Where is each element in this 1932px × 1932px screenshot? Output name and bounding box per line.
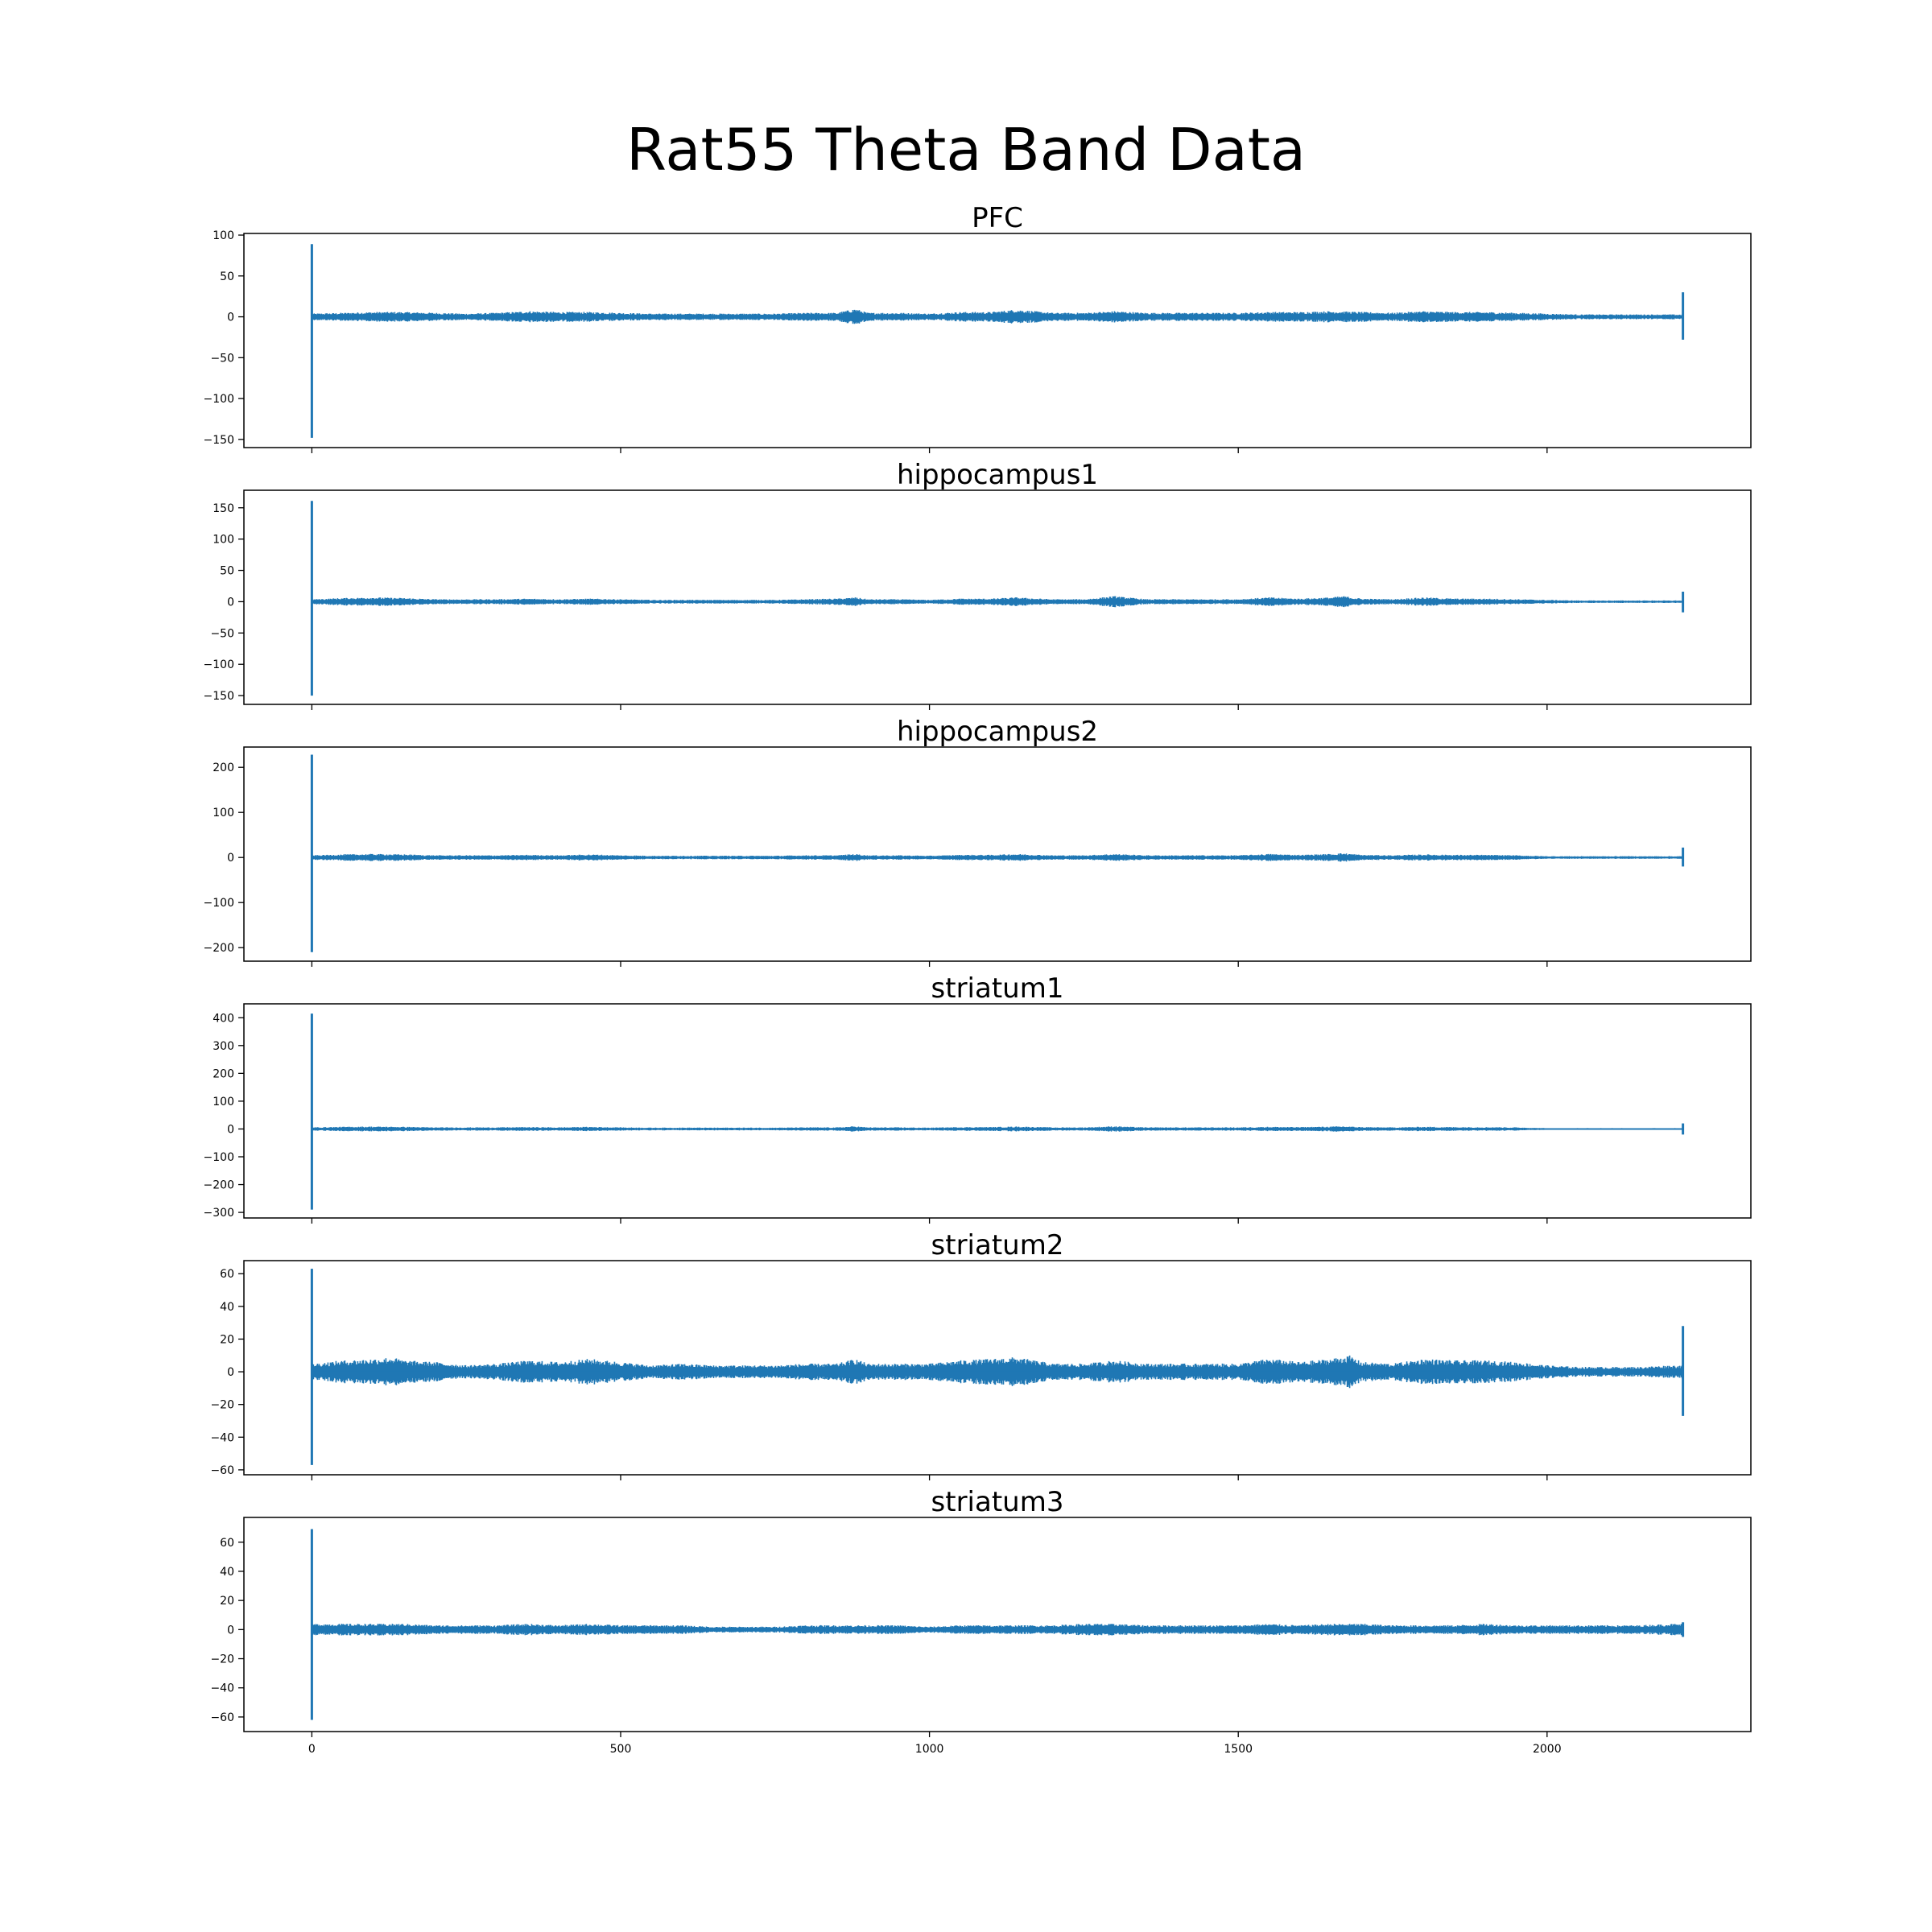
subplot-title: striatum2 bbox=[931, 1229, 1064, 1261]
subplot-striatum2: striatum2 60 40 20 0 −20 −40 −60 bbox=[210, 1229, 1752, 1480]
y-tick-label: −100 bbox=[204, 1151, 234, 1164]
y-tick-label: −40 bbox=[210, 1431, 234, 1444]
subplot-title: PFC bbox=[972, 202, 1023, 234]
y-tick-label: −50 bbox=[210, 627, 234, 640]
y-tick-label: 20 bbox=[220, 1595, 234, 1608]
subplot-striatum1: striatum1 400 300 200 100 0 −100 −200 −300 bbox=[204, 972, 1752, 1224]
figure-title: Rat55 Theta Band Data bbox=[625, 116, 1307, 184]
axes-frame bbox=[243, 1260, 1752, 1476]
y-tick-label: 200 bbox=[213, 1067, 234, 1080]
axes-frame bbox=[243, 1003, 1752, 1219]
x-tick-label: 500 bbox=[610, 1743, 632, 1756]
subplot-title: hippocampus1 bbox=[897, 459, 1098, 491]
y-tick-label: 0 bbox=[227, 852, 234, 865]
y-tick-label: 100 bbox=[213, 229, 234, 242]
y-tick-label: 40 bbox=[220, 1566, 234, 1579]
y-tick-label: −100 bbox=[204, 393, 234, 406]
subplot-PFC: PFC 100 50 0 −50 −100 −150 bbox=[204, 202, 1752, 453]
y-tick-label: 100 bbox=[213, 1096, 234, 1108]
y-tick-label: 50 bbox=[220, 270, 234, 283]
y-tick-label: 100 bbox=[213, 807, 234, 819]
y-tick-label: 150 bbox=[213, 502, 234, 515]
y-tick-label: 100 bbox=[213, 534, 234, 547]
y-tick-label: 0 bbox=[227, 1123, 234, 1136]
y-tick-label: 20 bbox=[220, 1333, 234, 1346]
y-tick-label: −100 bbox=[204, 897, 234, 910]
x-tick-label: 1500 bbox=[1224, 1743, 1253, 1756]
subplot-hippocampus1: hippocampus1 150 100 50 0 −50 −100 −150 bbox=[204, 459, 1752, 710]
y-tick-label: 200 bbox=[213, 762, 234, 774]
subplot-title: striatum1 bbox=[931, 972, 1064, 1005]
y-tick-label: 0 bbox=[227, 1366, 234, 1379]
subplot-striatum3: striatum3 60 40 20 0 −20 −40 −60 0 500 1000 1500 200… bbox=[210, 1486, 1752, 1756]
axes-frame bbox=[243, 489, 1752, 705]
x-tick-label: 0 bbox=[308, 1743, 316, 1756]
y-tick-label: −60 bbox=[210, 1711, 234, 1724]
y-tick-label: −150 bbox=[204, 690, 234, 703]
y-tick-label: −20 bbox=[210, 1653, 234, 1666]
y-tick-label: −40 bbox=[210, 1682, 234, 1695]
y-tick-label: 0 bbox=[227, 596, 234, 609]
y-tick-label: −300 bbox=[204, 1207, 234, 1220]
y-tick-label: 60 bbox=[220, 1537, 234, 1550]
axes-frame bbox=[243, 746, 1752, 962]
y-tick-label: 400 bbox=[213, 1012, 234, 1025]
y-tick-label: −150 bbox=[204, 434, 234, 447]
subplot-title: striatum3 bbox=[931, 1486, 1064, 1518]
y-tick-label: −20 bbox=[210, 1399, 234, 1412]
x-tick-label: 1000 bbox=[915, 1743, 944, 1756]
axes-frame bbox=[243, 233, 1752, 448]
y-tick-label: −50 bbox=[210, 352, 234, 365]
y-tick-label: −200 bbox=[204, 942, 234, 955]
y-tick-label: −100 bbox=[204, 658, 234, 671]
y-tick-label: 50 bbox=[220, 565, 234, 578]
y-tick-label: 300 bbox=[213, 1040, 234, 1053]
y-tick-label: 40 bbox=[220, 1301, 234, 1314]
x-tick-label: 2000 bbox=[1533, 1743, 1562, 1756]
y-tick-label: 0 bbox=[227, 1624, 234, 1637]
y-tick-label: −60 bbox=[210, 1464, 234, 1477]
subplot-hippocampus2: hippocampus2 200 100 0 −100 −200 bbox=[204, 716, 1752, 967]
y-tick-label: 60 bbox=[220, 1268, 234, 1281]
y-tick-label: 0 bbox=[227, 312, 234, 324]
y-tick-label: −200 bbox=[204, 1179, 234, 1192]
subplot-title: hippocampus2 bbox=[897, 716, 1098, 748]
axes-frame bbox=[243, 1517, 1752, 1732]
